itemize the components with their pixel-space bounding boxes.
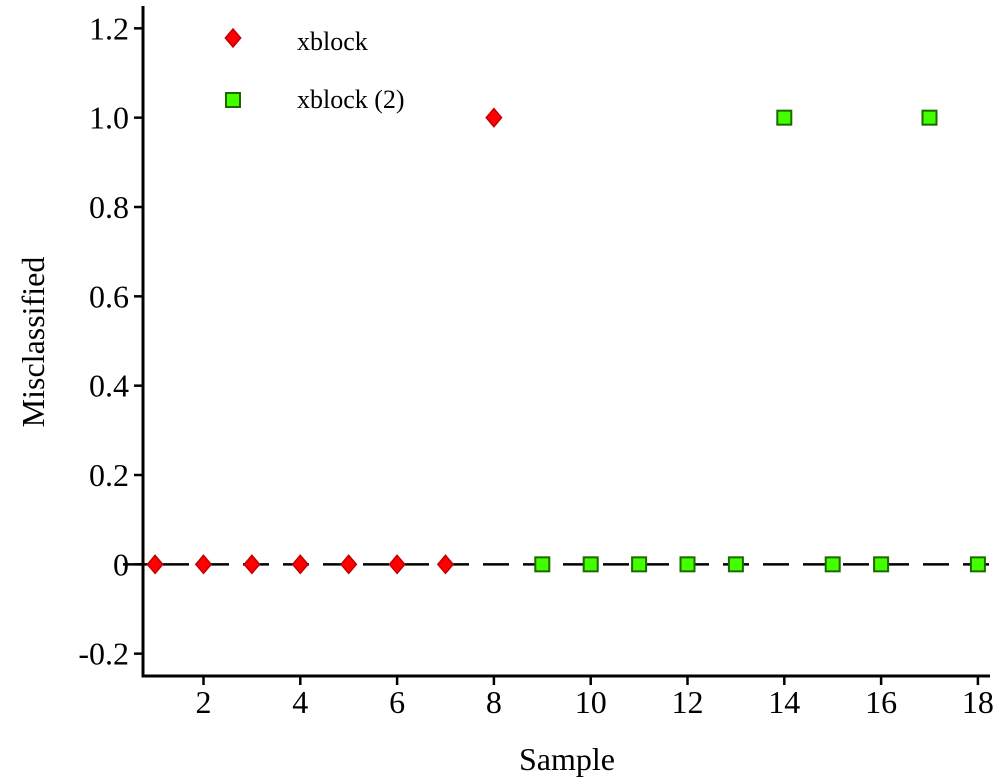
data-point-xblock-2 — [631, 556, 648, 573]
y-axis-label: Misclassified — [15, 257, 51, 428]
y-tick-label: 0.4 — [89, 368, 129, 404]
x-tick-label: 2 — [196, 684, 212, 720]
data-point-xblock-2 — [873, 556, 890, 573]
y-tick-label: 0.2 — [89, 457, 129, 493]
x-tick-label: 16 — [865, 684, 897, 720]
data-point-xblock — [243, 554, 261, 575]
data-point-xblock-2 — [776, 109, 793, 126]
x-tick-label: 14 — [768, 684, 800, 720]
y-tick-label: -0.2 — [78, 636, 129, 672]
data-point-xblock — [340, 554, 358, 575]
data-point-xblock — [485, 107, 503, 128]
data-point-xblock — [194, 554, 213, 575]
y-tick-label: 1.0 — [89, 100, 129, 136]
data-point-xblock-2 — [824, 556, 841, 573]
x-tick-label: 18 — [962, 684, 994, 720]
data-point-xblock — [291, 554, 309, 575]
legend: xblock xblock (2) — [224, 27, 405, 114]
legend-label-xblock: xblock — [297, 27, 368, 56]
y-tick-label: 0.6 — [89, 278, 129, 314]
x-tick-label: 10 — [575, 684, 607, 720]
y-tick-label: 0 — [113, 546, 129, 582]
data-point-xblock-2 — [534, 556, 551, 573]
y-tick-label: 0.8 — [89, 189, 129, 225]
legend-marker-xblock — [224, 27, 242, 49]
legend-label-xblock-2: xblock (2) — [297, 85, 405, 114]
x-tick-label: 12 — [672, 684, 704, 720]
x-axis-label: Sample — [519, 741, 615, 777]
data-point-xblock — [388, 554, 406, 575]
x-tick-label: 6 — [389, 684, 405, 720]
legend-marker-xblock-2 — [225, 92, 241, 108]
x-tick-label: 4 — [292, 684, 308, 720]
data-point-xblock — [436, 554, 455, 575]
y-tick-label: 1.2 — [89, 10, 129, 46]
data-point-xblock-2 — [582, 556, 599, 573]
data-point-xblock-2 — [921, 109, 938, 126]
data-point-xblock-2 — [727, 556, 744, 573]
data-point-xblock-2 — [969, 556, 986, 573]
data-point-xblock — [146, 554, 164, 575]
x-tick-label: 8 — [486, 684, 502, 720]
data-point-xblock-2 — [679, 556, 696, 573]
